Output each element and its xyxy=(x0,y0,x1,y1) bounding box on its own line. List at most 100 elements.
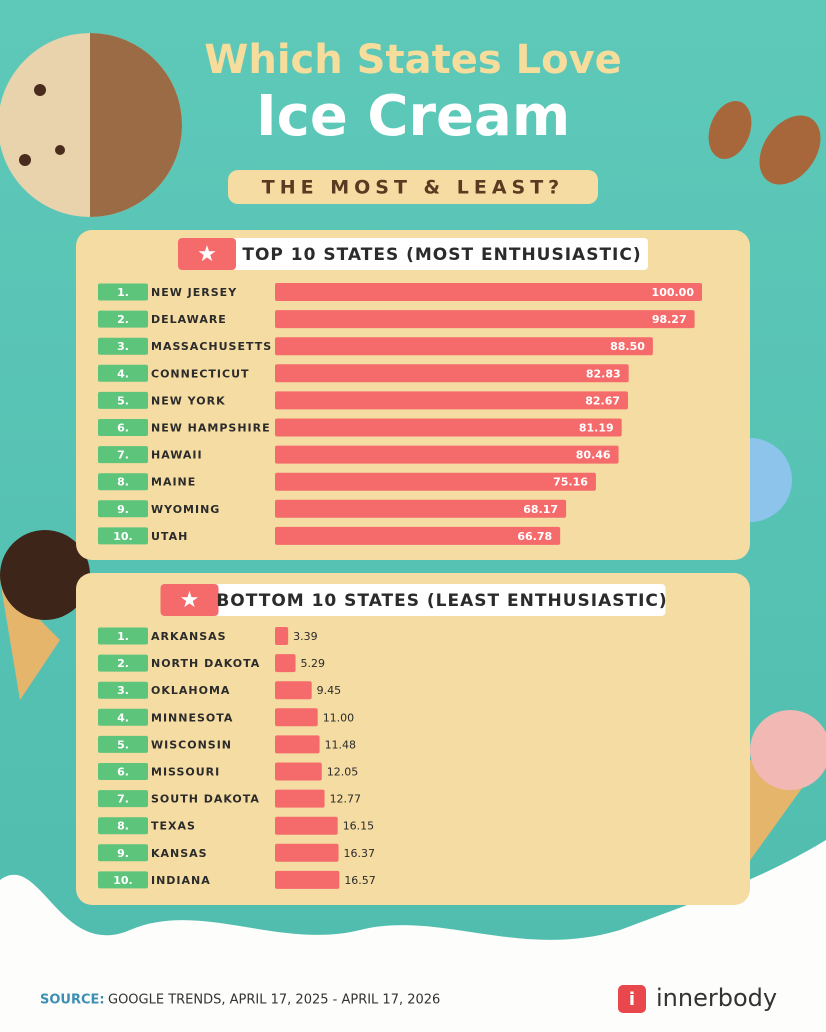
value-label: 11.00 xyxy=(323,711,355,724)
rank-badge xyxy=(98,627,148,645)
rank-badge xyxy=(98,817,148,835)
value-label: 3.39 xyxy=(293,630,318,643)
source-label: SOURCE: xyxy=(40,993,105,1008)
source: GOOGLE TRENDS, APRIL 17, 2025 - APRIL 17… xyxy=(108,993,440,1008)
category-label: MINNESOTA xyxy=(151,711,233,724)
category-label: SOUTH DAKOTA xyxy=(151,793,260,806)
bar xyxy=(275,816,338,835)
rank: 8. xyxy=(117,476,129,489)
star: ★ xyxy=(180,588,200,613)
rank-badge xyxy=(98,790,148,808)
category-label: WISCONSIN xyxy=(151,738,232,751)
rank: 1. xyxy=(117,286,129,299)
value-label: 75.16 xyxy=(553,476,588,489)
value-label: 12.77 xyxy=(330,793,362,806)
category-label: INDIANA xyxy=(151,874,211,887)
rank: 9. xyxy=(117,503,129,516)
title: Ice Cream xyxy=(256,84,570,149)
category-label: DELAWARE xyxy=(151,313,227,326)
rank: 7. xyxy=(117,793,129,806)
category-label: HAWAII xyxy=(151,449,203,462)
rank-badge xyxy=(98,364,148,382)
rank-badge xyxy=(98,283,148,301)
value-label: 100.00 xyxy=(652,286,695,299)
value-label: 98.27 xyxy=(652,313,687,326)
bar xyxy=(275,708,318,727)
bar xyxy=(275,526,561,545)
category-label: MISSOURI xyxy=(151,766,220,779)
category-label: NEW JERSEY xyxy=(151,286,237,299)
category-label: UTAH xyxy=(151,530,188,543)
rank: 8. xyxy=(117,820,129,833)
value-label: 88.50 xyxy=(610,340,645,353)
category-label: WYOMING xyxy=(151,503,220,516)
rank: 1. xyxy=(117,630,129,643)
rank: 6. xyxy=(117,766,129,779)
brand-icon xyxy=(618,985,646,1013)
rank-badge xyxy=(98,763,148,780)
category-label: NEW YORK xyxy=(151,394,226,407)
value-label: 5.29 xyxy=(301,657,326,670)
category-label: NEW HAMPSHIRE xyxy=(151,422,271,435)
rank-badge xyxy=(98,446,148,464)
rank: 10. xyxy=(113,874,133,887)
category-label: OKLAHOMA xyxy=(151,684,230,697)
bar xyxy=(275,337,653,356)
subtitle-pill xyxy=(228,170,598,204)
bar xyxy=(275,499,567,518)
brand-icon-glyph: i xyxy=(629,989,635,1010)
panel-header xyxy=(178,238,648,270)
rank: 4. xyxy=(117,711,129,724)
value-label: 16.37 xyxy=(344,847,376,860)
rank-badge xyxy=(98,681,148,699)
bar xyxy=(275,364,629,383)
bar xyxy=(275,391,629,410)
category-label: KANSAS xyxy=(151,847,208,860)
rank: 5. xyxy=(117,738,129,751)
subtitle: THE MOST & LEAST? xyxy=(262,177,564,199)
rank-badge xyxy=(98,391,148,409)
rank-badge xyxy=(98,708,148,726)
rank-badge xyxy=(98,500,148,518)
chart-title: TOP 10 STATES (MOST ENTHUSIASTIC) xyxy=(242,245,641,265)
rank: 9. xyxy=(117,847,129,860)
rank: 4. xyxy=(117,367,129,380)
rank: 7. xyxy=(117,449,129,462)
bar xyxy=(275,654,296,673)
category-label: CONNECTICUT xyxy=(151,367,250,380)
chart-title: BOTTOM 10 STATES (LEAST ENTHUSIASTIC) xyxy=(216,591,667,611)
category-label: TEXAS xyxy=(151,820,196,833)
rank: 10. xyxy=(113,530,133,543)
rank: 3. xyxy=(117,684,129,697)
bar xyxy=(275,762,322,781)
bar xyxy=(275,870,340,889)
rank: 2. xyxy=(117,313,129,326)
title: Which States Love xyxy=(204,37,622,83)
rank-badge xyxy=(98,310,148,328)
star: ★ xyxy=(197,242,217,267)
brand: innerbody xyxy=(656,984,777,1012)
category-label: NORTH DAKOTA xyxy=(151,657,260,670)
value-label: 16.15 xyxy=(343,820,375,833)
category-label: MAINE xyxy=(151,476,196,489)
category-label: ARKANSAS xyxy=(151,630,227,643)
rank-badge xyxy=(98,844,148,862)
bar xyxy=(275,789,325,808)
value-label: 66.78 xyxy=(517,530,552,543)
value-label: 9.45 xyxy=(317,684,342,697)
rank: 2. xyxy=(117,657,129,670)
rank-badge xyxy=(98,871,148,889)
rank-badge xyxy=(98,473,148,491)
rank-badge xyxy=(98,735,148,753)
rank: 6. xyxy=(117,422,129,435)
bar xyxy=(275,310,695,329)
value-label: 82.67 xyxy=(585,394,620,407)
bar xyxy=(275,627,289,645)
value-label: 81.19 xyxy=(579,422,614,435)
bar xyxy=(275,445,619,464)
value-label: 11.48 xyxy=(325,738,357,751)
rank: 3. xyxy=(117,340,129,353)
star-box xyxy=(160,584,219,616)
star-box xyxy=(178,238,236,270)
rank-badge xyxy=(98,337,148,355)
